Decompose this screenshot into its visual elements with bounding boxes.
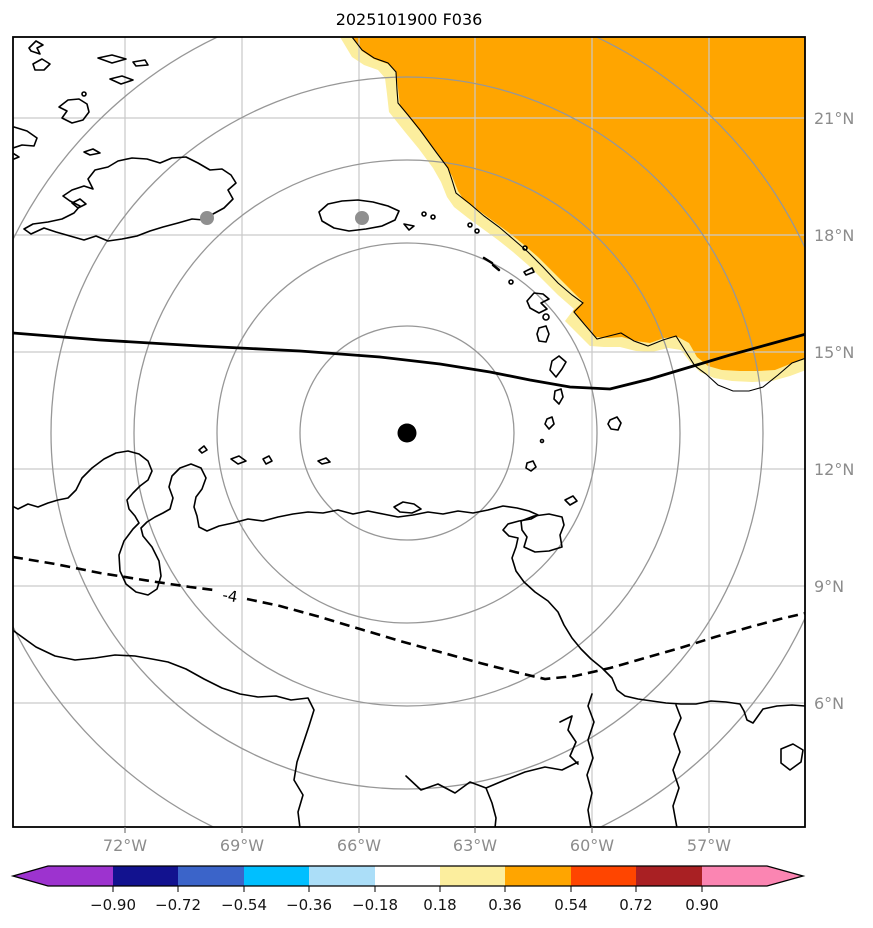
colorbar-segment — [244, 866, 309, 886]
colorbar-segment-over — [702, 866, 803, 886]
plot-title: 2025101900 F036 — [336, 10, 483, 29]
colorbar-segment-under — [13, 866, 113, 886]
svg-text:0.72: 0.72 — [619, 896, 652, 914]
svg-text:−0.36: −0.36 — [286, 896, 332, 914]
contour-solid — [13, 331, 805, 391]
svg-text:12°N: 12°N — [814, 460, 854, 479]
svg-text:72°W: 72°W — [103, 836, 147, 855]
range-rings — [13, 37, 805, 827]
svg-text:63°W: 63°W — [453, 836, 497, 855]
svg-text:−0.54: −0.54 — [221, 896, 267, 914]
colorbar-outline — [10, 865, 806, 887]
svg-text:−0.18: −0.18 — [352, 896, 398, 914]
svg-text:0.90: 0.90 — [685, 896, 718, 914]
colorbar-segment — [571, 866, 636, 886]
colorbar-segment — [636, 866, 702, 886]
svg-text:−0.72: −0.72 — [155, 896, 201, 914]
colorbar-segment — [113, 866, 178, 886]
graticule-gridlines — [13, 37, 805, 827]
x-axis-ticks — [124, 827, 710, 833]
svg-text:−0.90: −0.90 — [90, 896, 136, 914]
filled-band-orange — [352, 37, 805, 371]
colorbar-tick-labels: −0.90 −0.72 −0.54 −0.36 −0.18 0.18 0.36 … — [90, 896, 719, 914]
dashed-contour-label: -4 — [221, 586, 239, 606]
coast-trinidad — [520, 513, 565, 553]
svg-text:66°W: 66°W — [337, 836, 381, 855]
x-axis-labels: 72°W 69°W 66°W 63°W 60°W 57°W — [103, 836, 731, 855]
city-markers — [200, 211, 369, 225]
svg-text:21°N: 21°N — [814, 109, 854, 128]
colorbar-segment — [505, 866, 571, 886]
coast-puerto-rico — [318, 199, 400, 232]
colorbar-segment — [440, 866, 505, 886]
colorbar-ticks — [112, 886, 703, 892]
svg-text:6°N: 6°N — [814, 694, 844, 713]
svg-text:69°W: 69°W — [220, 836, 264, 855]
colorbar-segment — [375, 866, 440, 886]
reference-dot — [355, 211, 369, 225]
svg-text:60°W: 60°W — [570, 836, 614, 855]
contour-dashed: -4 — [13, 555, 805, 681]
svg-text:0.54: 0.54 — [554, 896, 587, 914]
reference-dot — [200, 211, 214, 225]
svg-text:0.36: 0.36 — [488, 896, 521, 914]
svg-text:15°N: 15°N — [814, 343, 854, 362]
coast-south-america — [13, 450, 805, 724]
plot-border — [12, 36, 806, 828]
storm-center-marker — [397, 423, 417, 443]
colorbar-segment — [309, 866, 375, 886]
svg-text:9°N: 9°N — [814, 577, 844, 596]
svg-text:57°W: 57°W — [687, 836, 731, 855]
svg-text:0.18: 0.18 — [423, 896, 456, 914]
colorbar-segment — [178, 866, 244, 886]
contour-thin-boundary — [351, 37, 805, 392]
colorbar: −0.90 −0.72 −0.54 −0.36 −0.18 0.18 0.36 … — [10, 865, 806, 914]
svg-text:18°N: 18°N — [814, 226, 854, 245]
filled-regions — [340, 37, 805, 382]
y-axis-labels: 21°N 18°N 15°N 12°N 9°N 6°N — [814, 109, 854, 713]
